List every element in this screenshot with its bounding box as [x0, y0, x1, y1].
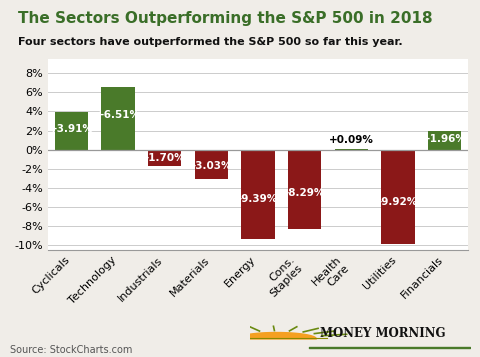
Bar [241, 150, 275, 239]
Text: +1.96%: +1.96% [422, 134, 467, 144]
Text: +6.51%: +6.51% [96, 110, 141, 120]
Bar [194, 150, 228, 178]
Bar [101, 87, 135, 150]
Bar [335, 149, 368, 150]
Text: -1.70%: -1.70% [144, 153, 185, 163]
Text: MONEY MORNING: MONEY MORNING [320, 327, 446, 340]
Bar [381, 150, 415, 244]
Text: +0.09%: +0.09% [329, 135, 374, 145]
Text: Four sectors have outperformed the S&P 500 so far this year.: Four sectors have outperformed the S&P 5… [18, 37, 403, 47]
Bar [428, 131, 461, 150]
Text: -9.39%: -9.39% [238, 194, 278, 204]
Text: The Sectors Outperforming the S&P 500 in 2018: The Sectors Outperforming the S&P 500 in… [18, 11, 432, 26]
Text: +3.91%: +3.91% [49, 124, 94, 134]
Text: -3.03%: -3.03% [191, 161, 231, 171]
Text: Source: StockCharts.com: Source: StockCharts.com [10, 345, 132, 355]
Bar [148, 150, 181, 166]
Text: -9.92%: -9.92% [378, 197, 418, 207]
Text: -8.29%: -8.29% [285, 188, 325, 198]
Bar [55, 112, 88, 150]
Bar [288, 150, 322, 229]
